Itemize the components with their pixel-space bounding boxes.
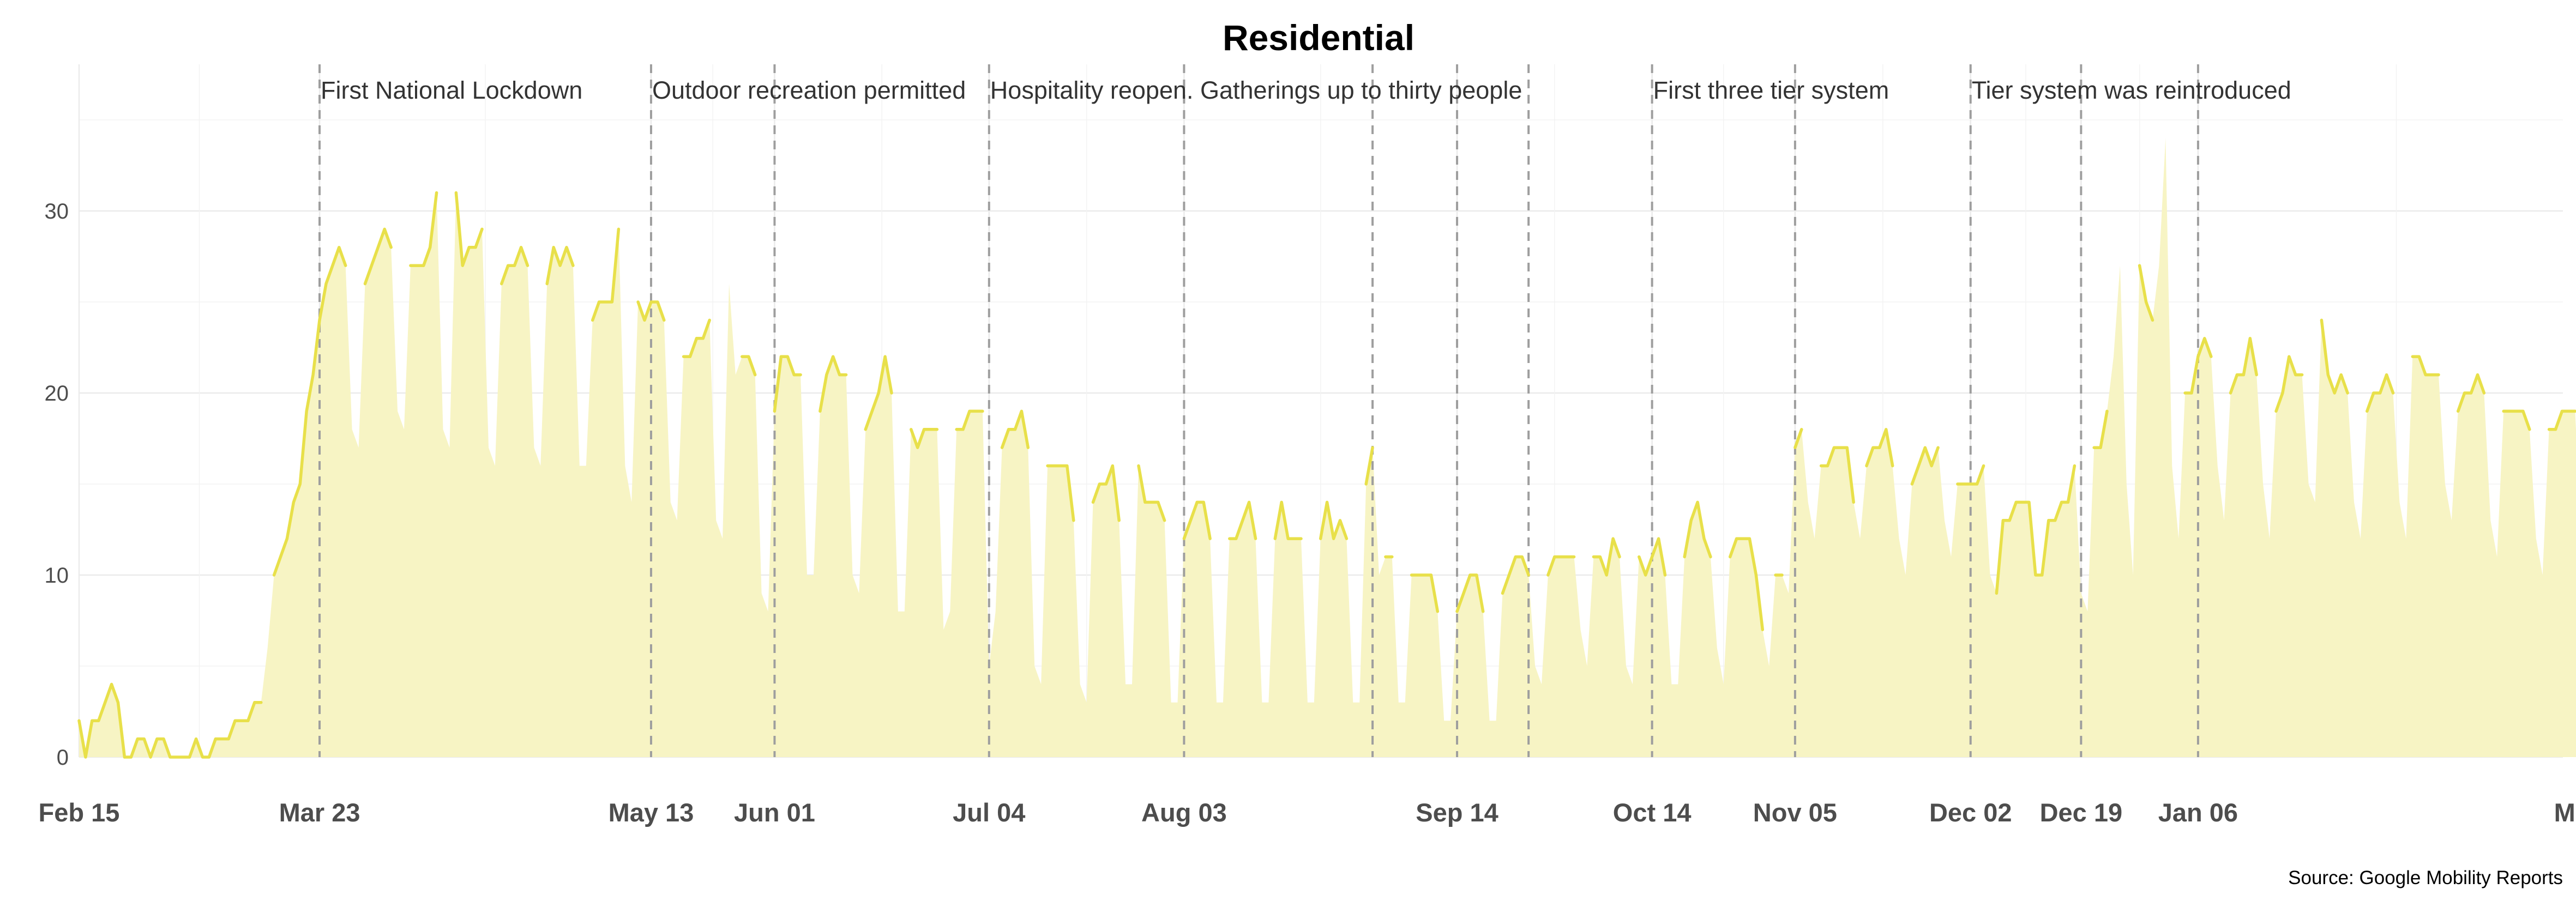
event-annotation: Hospitality reopen. Gatherings up to thi… [990,76,1522,104]
x-tick-label: Mar 23 [279,798,360,827]
area-layer [79,138,2576,757]
x-tick-label: Dec 02 [1929,798,2012,827]
x-tick-label: Mar 08 [2554,798,2576,827]
y-tick-label: 10 [45,564,69,588]
event-annotation: Tier system was reintroduced [1972,76,2291,104]
residential-line [77,191,2576,759]
event-annotation: First three tier system [1653,76,1889,104]
event-line-layer [318,64,2199,757]
x-tick-label: Jun 01 [734,798,815,827]
event-annotation: Outdoor recreation permitted [652,76,966,104]
y-tick-label: 20 [45,382,69,406]
x-axis-ticks: Feb 15 Mar 23 May 13 Jun 01 Jul 04 Aug 03 Sep … [39,798,2576,827]
x-tick-label: Feb 15 [39,798,120,827]
x-tick-label: Jan 06 [2158,798,2238,827]
y-tick-label: 0 [57,746,69,770]
y-axis-ticks: 0 10 20 30 [45,199,69,770]
residential-area [79,138,2576,757]
x-tick-label: May 13 [609,798,694,827]
x-tick-label: Oct 14 [1613,798,1692,827]
x-tick-label: Aug 03 [1141,798,1227,827]
source-note: Source: Google Mobility Reports [2288,867,2563,888]
line-layer [77,191,2576,759]
x-tick-label: Jul 04 [953,798,1025,827]
x-tick-label: Dec 19 [2040,798,2123,827]
chart-title: Residential [1223,17,1415,58]
x-tick-label: Nov 05 [1753,798,1837,827]
annotation-layer: First National Lockdown Outdoor recreatio… [321,76,2291,104]
event-annotation: First National Lockdown [321,76,582,104]
x-tick-label: Sep 14 [1416,798,1498,827]
y-tick-label: 30 [45,199,69,223]
